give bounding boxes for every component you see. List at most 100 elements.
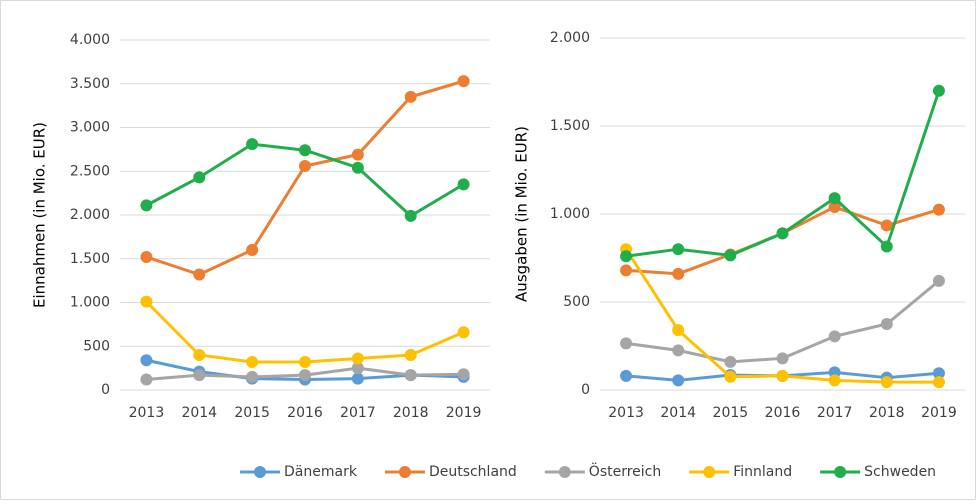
x-tick-label: 2017 — [340, 405, 376, 421]
legend-label: Schweden — [864, 464, 936, 480]
y-tick-label: 1.000 — [550, 206, 590, 222]
point — [932, 367, 945, 380]
point — [620, 337, 633, 350]
point — [880, 376, 893, 389]
y-tick-label: 0 — [581, 382, 590, 398]
point — [880, 219, 893, 232]
point — [776, 227, 789, 240]
point — [932, 84, 945, 97]
point — [932, 274, 945, 287]
y-tick-label: 1.500 — [70, 251, 110, 267]
point — [246, 138, 259, 151]
legend-label: Österreich — [589, 462, 661, 480]
point — [880, 318, 893, 330]
y-tick-label: 1.500 — [550, 118, 590, 134]
point — [299, 144, 311, 157]
point — [724, 249, 737, 262]
x-tick-label: 2015 — [234, 405, 270, 421]
point — [672, 267, 685, 280]
x-tick-label: 2017 — [817, 405, 853, 421]
y-tick-label: 2.500 — [70, 163, 110, 179]
point — [828, 200, 841, 213]
point — [193, 349, 206, 361]
point — [140, 251, 153, 263]
point — [672, 243, 685, 256]
point — [299, 356, 311, 368]
point — [299, 160, 311, 172]
y-axis-label: Ausgaben (in Mio. EUR) — [513, 126, 531, 302]
x-tick-label: 2013 — [608, 405, 644, 421]
y-tick-label: 2.000 — [550, 30, 590, 46]
x-tick-label: 2014 — [660, 405, 696, 421]
x-tick-label: 2019 — [921, 405, 957, 421]
legend-label: Deutschland — [429, 464, 517, 480]
point — [672, 344, 685, 357]
x-tick-label: 2018 — [869, 405, 905, 421]
point — [932, 376, 945, 389]
point — [828, 374, 841, 387]
legend-marker — [254, 466, 266, 478]
point — [457, 178, 470, 191]
point — [404, 90, 417, 103]
point — [193, 369, 206, 382]
y-tick-label: 2.000 — [70, 207, 110, 223]
point — [351, 372, 364, 385]
point — [672, 374, 685, 387]
x-tick-label: 2016 — [287, 405, 323, 421]
legend-marker — [834, 466, 847, 478]
point — [140, 373, 153, 386]
point — [620, 369, 633, 382]
y-tick-label: 500 — [83, 338, 110, 354]
y-tick-label: 4.000 — [70, 32, 110, 48]
point — [457, 75, 470, 88]
point — [828, 330, 841, 343]
point — [351, 148, 364, 161]
point — [404, 369, 417, 382]
point — [404, 209, 417, 222]
point — [404, 349, 417, 361]
y-tick-label: 3.000 — [70, 120, 110, 136]
point — [724, 355, 737, 368]
point — [351, 362, 364, 375]
point — [620, 264, 633, 277]
legend-label: Dänemark — [284, 464, 358, 480]
x-tick-label: 2018 — [393, 405, 429, 421]
point — [776, 369, 789, 382]
point — [299, 369, 311, 382]
point — [193, 268, 206, 281]
point — [351, 161, 364, 174]
y-tick-label: 1.000 — [70, 295, 110, 311]
point — [932, 203, 945, 216]
y-tick-label: 3.500 — [70, 76, 110, 92]
point — [776, 352, 789, 365]
point — [193, 171, 206, 184]
point — [246, 370, 259, 383]
legend-label: Finnland — [733, 464, 792, 480]
point — [724, 370, 737, 383]
point — [246, 356, 259, 368]
x-tick-label: 2016 — [765, 405, 801, 421]
point — [880, 240, 893, 253]
x-tick-label: 2013 — [129, 405, 165, 421]
point — [246, 244, 259, 256]
point — [140, 354, 153, 367]
point — [828, 192, 841, 205]
y-axis-label: Einnahmen (in Mio. EUR) — [31, 122, 49, 308]
y-tick-label: 0 — [101, 382, 110, 398]
point — [140, 199, 153, 212]
point — [457, 368, 470, 381]
point — [140, 295, 153, 308]
x-tick-label: 2015 — [713, 405, 749, 421]
point — [672, 324, 685, 337]
legend-marker — [703, 466, 716, 478]
y-tick-label: 500 — [563, 294, 590, 310]
x-tick-label: 2014 — [181, 405, 217, 421]
point — [620, 250, 633, 263]
point — [351, 352, 364, 365]
point — [457, 326, 470, 339]
legend-marker — [398, 466, 411, 478]
x-tick-label: 2019 — [446, 405, 482, 421]
legend-marker — [558, 466, 571, 478]
